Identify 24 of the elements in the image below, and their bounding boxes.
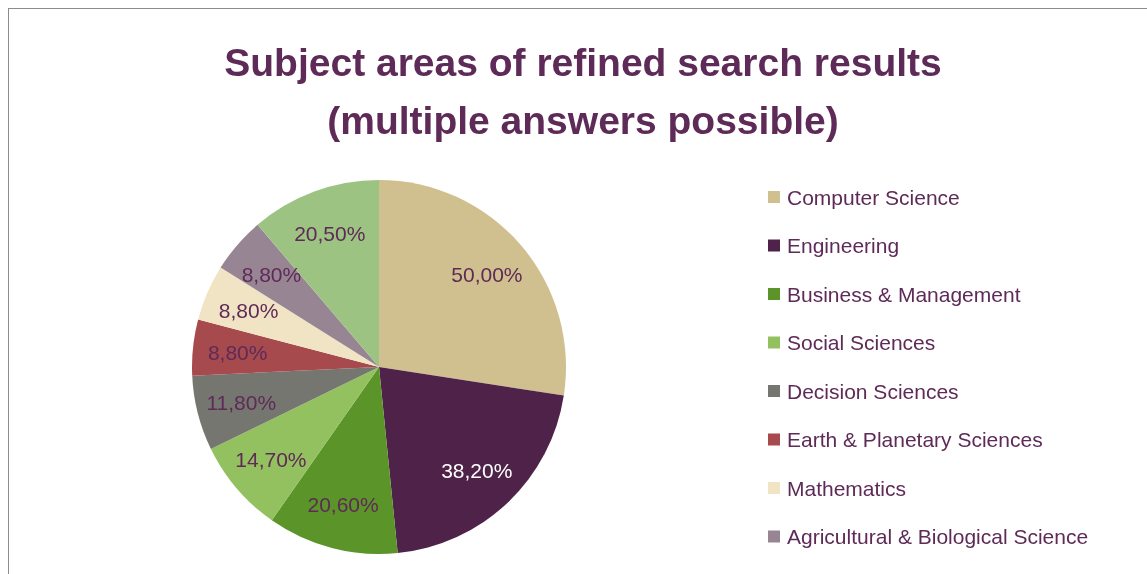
legend-label: Computer Science [787,185,960,209]
pie-slice [379,367,564,554]
legend-label: Social Sciences [787,331,936,354]
data-label: 14,70% [235,447,307,471]
data-label: 20,60% [307,493,379,517]
pie-slice [210,367,379,521]
data-label: 8,80% [207,340,268,364]
legend-label: Mathematics [787,476,907,500]
legend-label: Decision Sciences [787,379,959,403]
data-label: 8,80% [241,262,302,286]
pie-slice [192,367,379,449]
data-label: 38,20% [441,458,513,482]
data-label: 8,80% [218,299,279,323]
pie-slice [192,319,379,376]
data-label: 50,00% [451,263,523,286]
legend-label: Agricultural & Biological Science [787,525,1089,548]
legend-label: Business & Management [787,282,1021,306]
legend-label: Earth & Planetary Sciences [787,428,1043,451]
pie-slice [198,267,379,367]
legend-label: Engineering [787,234,900,257]
data-label: 20,50% [294,222,366,246]
pie-slice [379,180,566,396]
data-label: 11,80% [206,390,277,414]
chart-title: Subject areas of refined search results (multiple answers possible) [224,41,942,142]
